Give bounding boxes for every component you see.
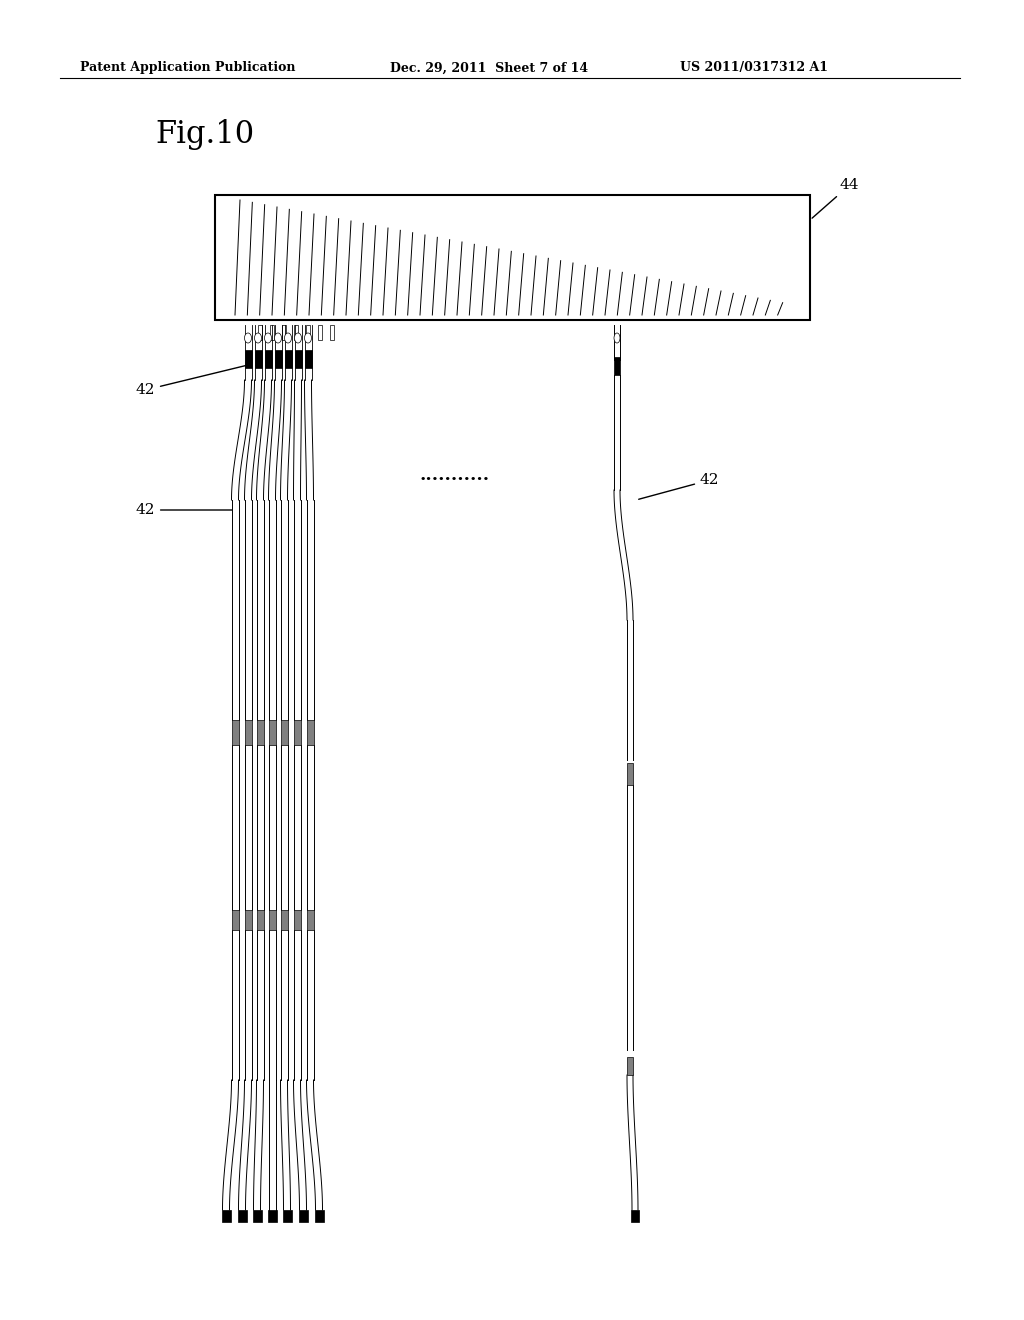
Text: 42: 42 [135,366,246,397]
Bar [627,763,633,785]
Bar [258,325,262,341]
Ellipse shape [614,333,620,343]
Bar [631,1210,639,1222]
Bar [318,325,322,341]
Bar [268,909,275,931]
Bar [221,1210,230,1222]
Ellipse shape [264,333,271,343]
Ellipse shape [295,333,301,343]
Bar [281,909,288,931]
Bar [294,719,300,744]
Bar [306,909,313,931]
Bar [264,350,271,368]
Bar [274,350,282,368]
Bar [330,325,334,341]
Bar [282,325,286,341]
Bar [285,350,292,368]
Bar [268,719,275,744]
Bar [231,909,239,931]
Bar [215,195,810,319]
Text: 42: 42 [639,473,720,499]
Bar [306,325,310,341]
Ellipse shape [274,333,282,343]
Ellipse shape [245,333,252,343]
Bar [295,350,301,368]
Bar [627,1057,633,1074]
Bar [238,1210,247,1222]
Bar [255,350,261,368]
Bar [294,325,298,341]
Bar [281,719,288,744]
Bar [304,350,311,368]
Bar [270,325,274,341]
Bar [267,1210,276,1222]
Ellipse shape [304,333,311,343]
Bar [283,1210,292,1222]
Bar [245,909,252,931]
Bar [256,909,263,931]
Text: 44: 44 [812,178,859,218]
Ellipse shape [255,333,261,343]
Bar [299,1210,307,1222]
Bar [253,1210,261,1222]
Text: 42: 42 [135,503,232,517]
Text: Patent Application Publication: Patent Application Publication [80,62,296,74]
Text: Dec. 29, 2011  Sheet 7 of 14: Dec. 29, 2011 Sheet 7 of 14 [390,62,588,74]
Bar [294,909,300,931]
Ellipse shape [285,333,292,343]
Text: ...........: ........... [420,466,490,484]
Bar [245,719,252,744]
Bar [306,719,313,744]
Text: Fig.10: Fig.10 [155,120,254,150]
Bar [314,1210,324,1222]
Bar [256,719,263,744]
Bar [614,356,620,375]
Bar [245,350,252,368]
Bar [231,719,239,744]
Text: US 2011/0317312 A1: US 2011/0317312 A1 [680,62,828,74]
